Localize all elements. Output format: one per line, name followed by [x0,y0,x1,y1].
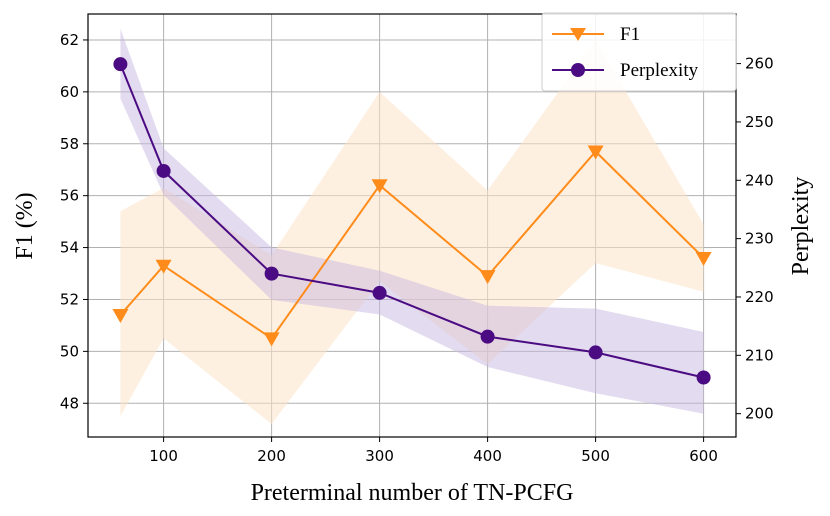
axis-ticks: 100 200 300 400 500 600 48 50 52 54 56 58 60 62 200 210… [60,31,774,465]
f1-point-300 [371,179,388,194]
legend-perplexity-marker [571,63,585,77]
perplexity-point-400 [480,329,495,344]
legend-f1-marker [570,28,586,41]
f1-point-200 [263,332,280,347]
x-tick-label-200: 200 [257,447,286,465]
f1-band [120,40,704,424]
x-tick-label-500: 500 [581,447,610,465]
legend: F1 Perplexity [541,12,737,92]
y-tick-label-56: 56 [60,187,79,205]
y-tick-label-62: 62 [60,31,79,49]
x-axis-title: Preterminal number of TN-PCFG [251,480,574,506]
y2-axis-title: Perplexity [788,177,814,276]
y2-tick-label-200: 200 [745,405,774,423]
y-tick-label-54: 54 [60,239,79,257]
legend-box [541,12,737,92]
perplexity-point-500 [588,345,603,360]
y2-tick-label-230: 230 [745,230,774,248]
x-tick-label-100: 100 [149,447,178,465]
y2-tick-label-220: 220 [745,288,774,306]
perplexity-point-600 [696,370,711,385]
x-tick-label-600: 600 [689,447,718,465]
y-tick-label-48: 48 [60,394,79,412]
y-tick-label-60: 60 [60,83,79,101]
f1-point-500 [587,145,604,160]
y2-tick-label-210: 210 [745,346,774,364]
f1-point-100 [155,259,172,274]
x-tick-label-300: 300 [365,447,394,465]
perplexity-point-300 [372,285,387,300]
y2-tick-label-260: 260 [745,55,774,73]
series-markers [112,57,712,385]
y-tick-label-50: 50 [60,342,79,360]
y-tick-label-58: 58 [60,135,79,153]
legend-f1-label: F1 [620,24,640,45]
perplexity-point-100 [156,163,171,178]
perplexity-band [120,28,704,414]
f1-point-600 [695,251,712,266]
confidence-bands [120,28,704,424]
y-tick-label-52: 52 [60,290,79,308]
f1-point-400 [479,270,496,285]
plot-frame [87,13,737,438]
perplexity-point-60 [113,57,128,72]
legend-perplexity-label: Perplexity [620,60,699,81]
y-axis-title: F1 (%) [12,192,38,259]
y2-tick-label-250: 250 [745,113,774,131]
x-tick-label-400: 400 [473,447,502,465]
f1-point-60 [112,309,129,324]
perplexity-point-200 [264,266,279,281]
y2-tick-label-240: 240 [745,171,774,189]
